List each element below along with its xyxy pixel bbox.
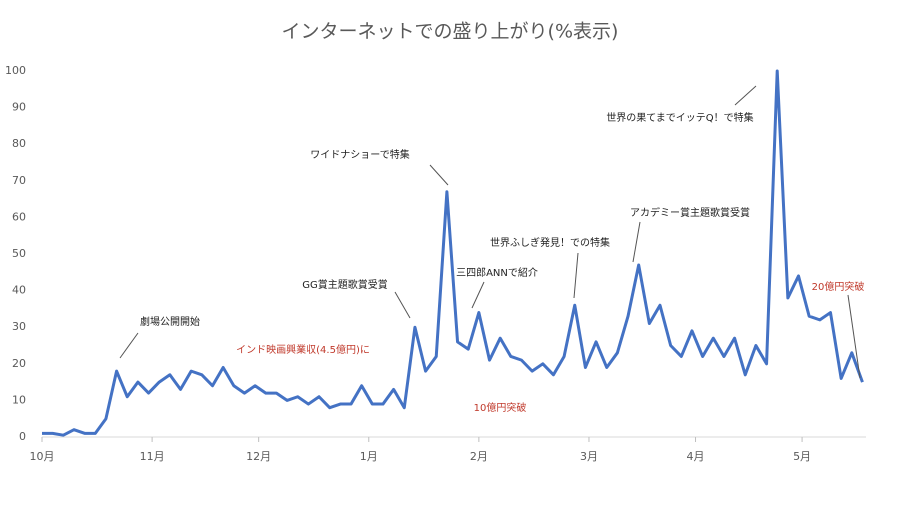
series-line	[42, 69, 864, 437]
annotation-leader	[429, 164, 449, 186]
annotation: 世界ふしぎ発見！での特集	[490, 236, 610, 249]
annotation-leader	[119, 332, 139, 359]
y-tick-label: 50	[12, 247, 26, 260]
x-tick-label: 1月	[360, 450, 378, 463]
x-tick-label: 4月	[687, 450, 705, 463]
x-tick-label: 3月	[580, 450, 598, 463]
annotation-leader	[394, 291, 411, 319]
annotation: 10億円突破	[474, 401, 527, 414]
annotation: GG賞主題歌賞受賞	[302, 278, 388, 291]
y-tick-label: 0	[19, 430, 26, 443]
annotation-leader	[734, 85, 757, 106]
y-tick-label: 100	[5, 64, 26, 77]
x-tick-label: 5月	[793, 450, 811, 463]
annotation: 20億円突破	[812, 280, 865, 293]
annotation: インド映画興業収(4.5億円)に	[236, 343, 370, 356]
annotation-leader	[573, 252, 579, 299]
y-tick-label: 20	[12, 357, 26, 370]
y-tick-label: 90	[12, 101, 26, 114]
annotation: 三四郎ANNで紹介	[456, 266, 538, 279]
y-tick-label: 40	[12, 284, 26, 297]
annotation: ワイドナショーで特集	[310, 148, 409, 161]
chart-title: インターネットでの盛り上がり(%表示)	[282, 21, 619, 43]
annotation-leader	[847, 294, 861, 379]
annotation-leader	[632, 221, 641, 263]
annotation-leader	[471, 281, 485, 309]
annotation: アカデミー賞主題歌賞受賞	[630, 206, 750, 219]
annotation: 世界の果てまでイッテQ！で特集	[606, 111, 753, 124]
x-tick-label: 10月	[30, 450, 55, 463]
annotation: 劇場公開開始	[140, 315, 200, 328]
y-tick-label: 30	[12, 320, 26, 333]
y-tick-label: 60	[12, 210, 26, 223]
y-tick-label: 70	[12, 174, 26, 187]
y-tick-label: 10	[12, 393, 26, 406]
x-tick-label: 12月	[246, 450, 271, 463]
x-tick-label: 2月	[470, 450, 488, 463]
y-tick-label: 80	[12, 137, 26, 150]
x-tick-label: 11月	[140, 450, 165, 463]
